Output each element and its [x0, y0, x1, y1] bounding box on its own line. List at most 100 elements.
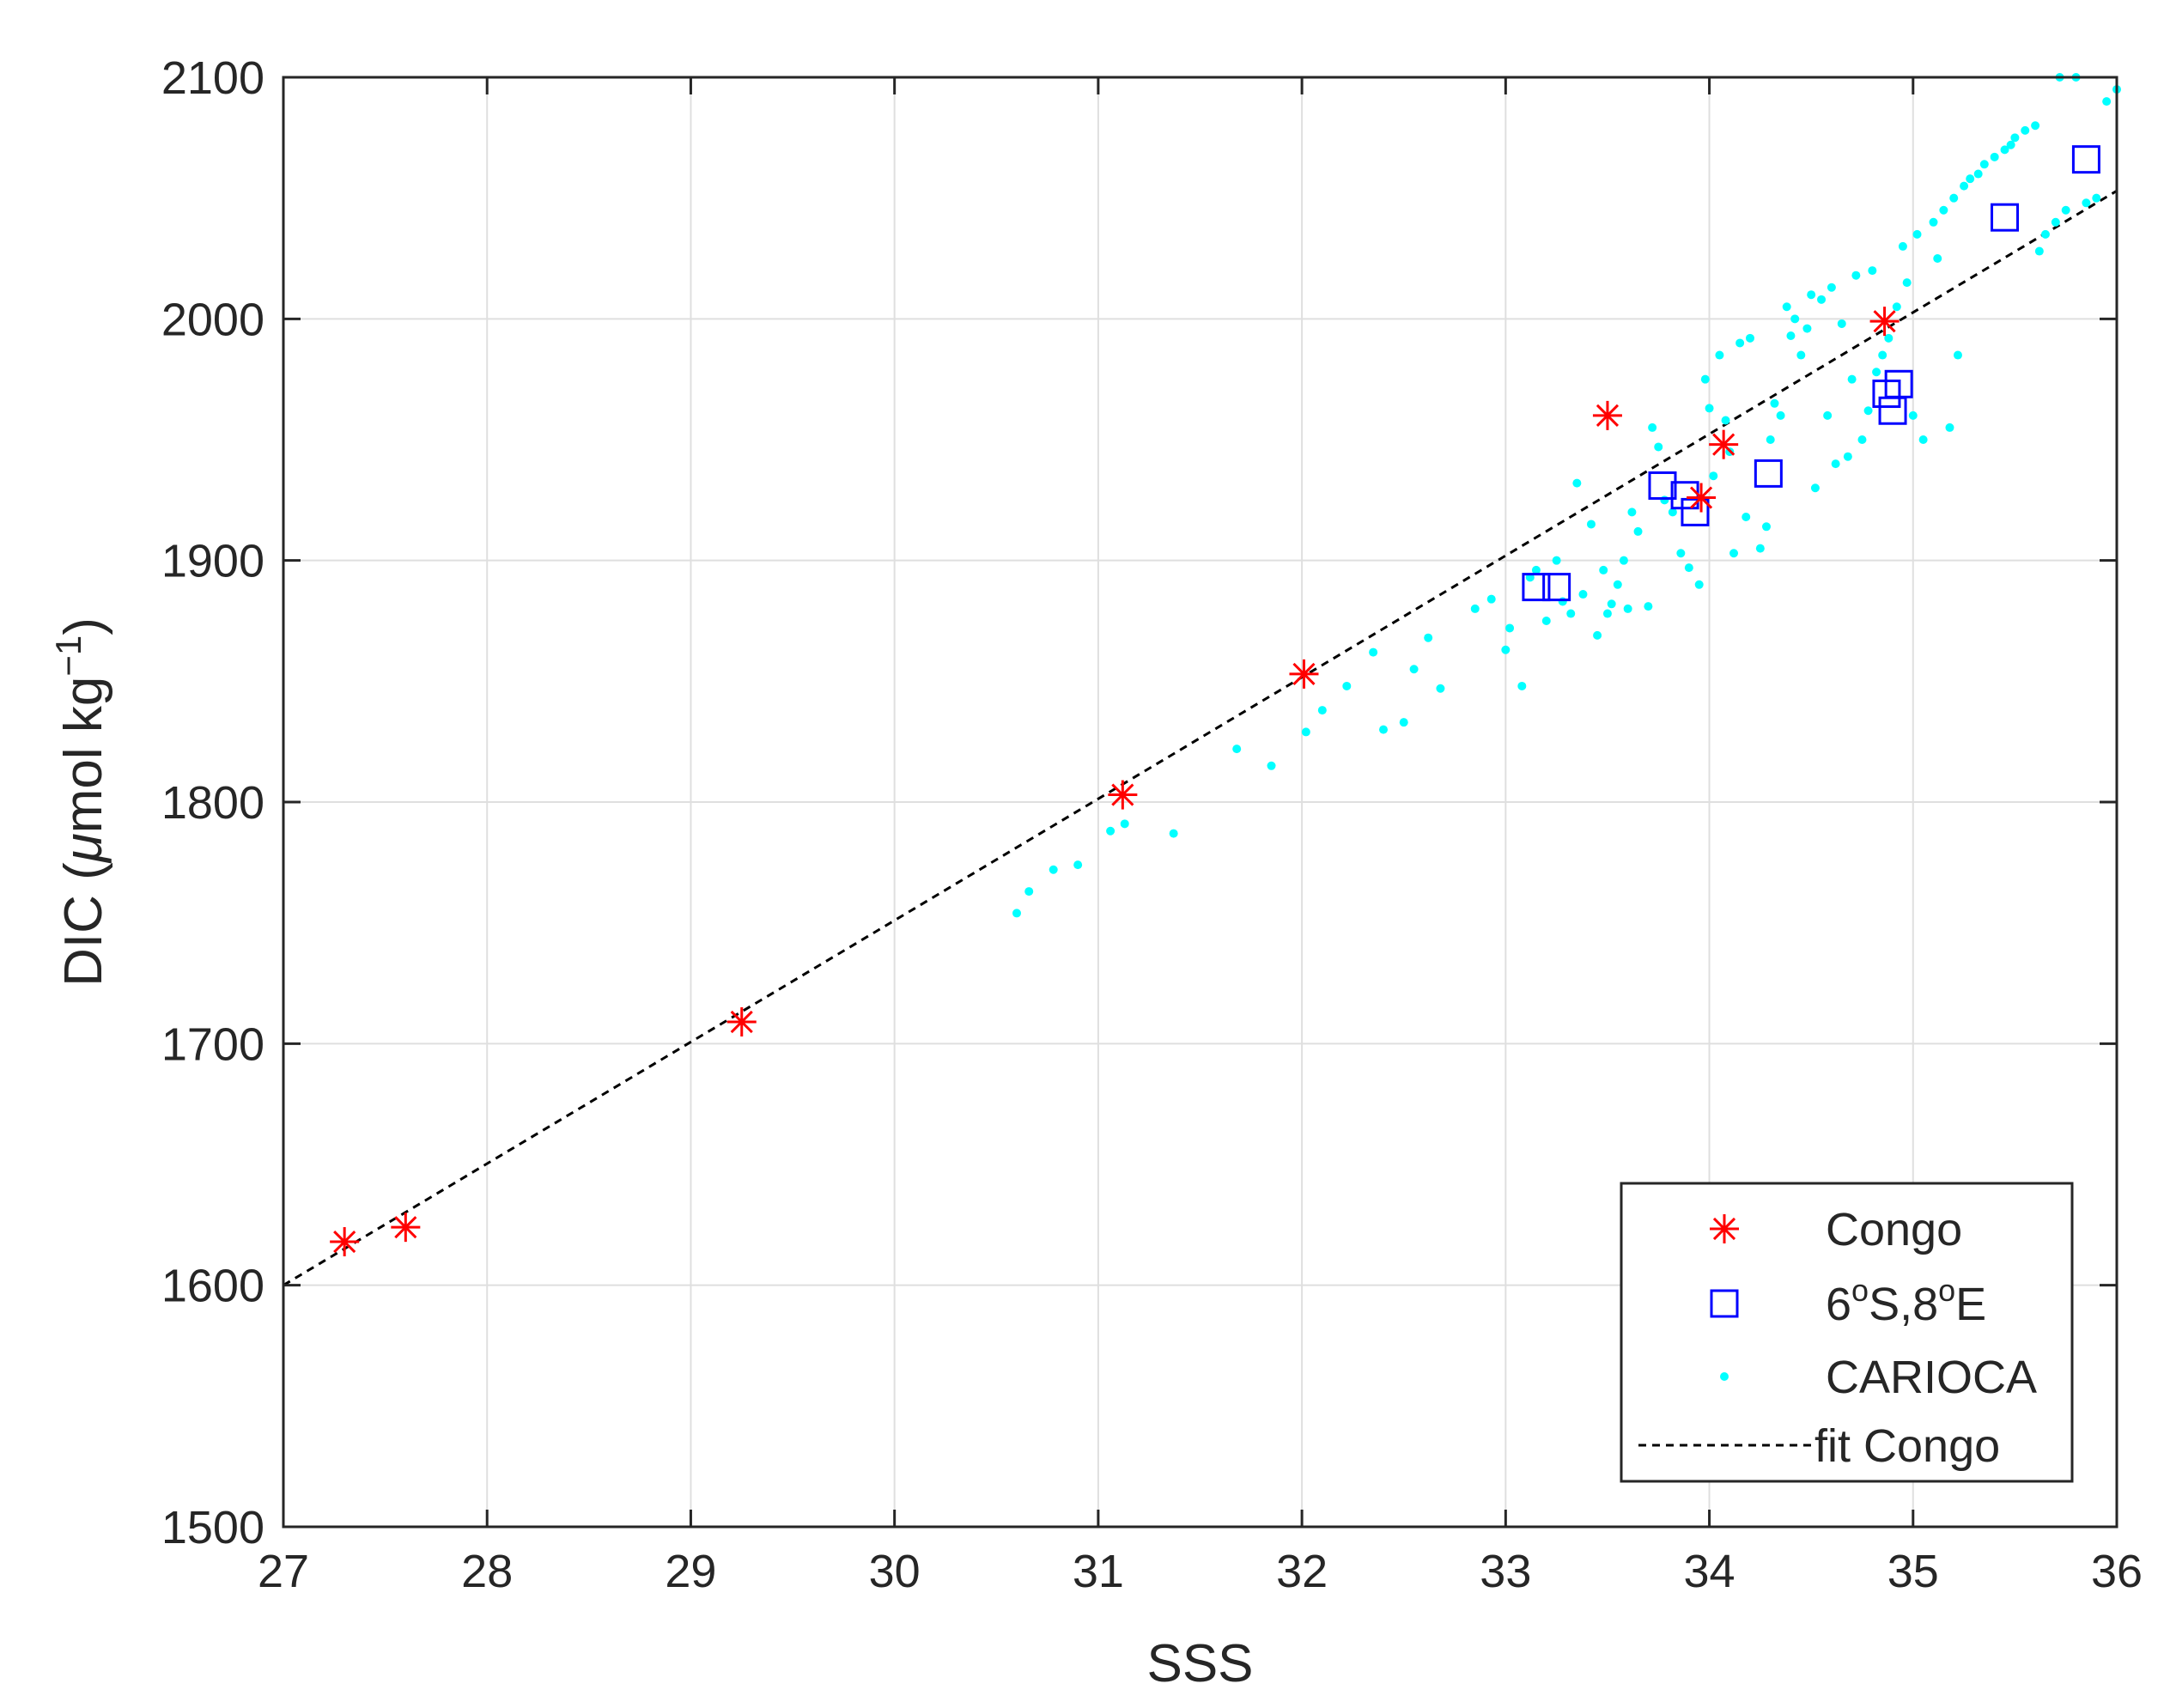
carioca-point: [1721, 416, 1730, 425]
carioca-point: [1949, 193, 1959, 203]
carioca-series: [1012, 73, 2121, 918]
carioca-point: [1908, 410, 1918, 420]
carioca-point: [1857, 435, 1867, 444]
x-tick-label: 35: [1887, 1546, 1939, 1597]
carioca-point: [1933, 254, 1942, 263]
carioca-point: [1668, 508, 1677, 517]
carioca-point: [1648, 422, 1657, 432]
congo-point: [330, 1227, 360, 1257]
station-point: [2071, 145, 2100, 174]
carioca-point: [1810, 483, 1820, 493]
y-tick-label: 2100: [161, 52, 264, 104]
legend-label-carioca: CARIOCA: [1826, 1352, 2037, 1403]
carioca-point: [1578, 590, 1588, 599]
carioca-point: [1782, 302, 1791, 312]
carioca-point: [2040, 229, 2050, 239]
y-axis-label-mu: μ: [54, 833, 113, 864]
carioca-point: [1558, 597, 1567, 606]
carioca-point: [1990, 152, 1999, 161]
congo-point: [1709, 429, 1739, 459]
x-tick-label: 36: [2091, 1546, 2143, 1597]
y-axis-label-unit: mol kg: [54, 677, 113, 834]
carioca-point: [1837, 319, 1846, 328]
carioca-point: [1831, 459, 1840, 469]
legend-label-station: 6oS,8oE: [1826, 1273, 1986, 1330]
carioca-point: [1973, 169, 1983, 179]
congo-point: [1592, 400, 1622, 430]
congo-point: [391, 1213, 421, 1243]
legend-station-degree: o: [1938, 1273, 1955, 1308]
carioca-point: [1960, 181, 1969, 191]
carioca-point: [1770, 398, 1779, 408]
carioca-point: [1623, 604, 1632, 613]
y-tick-label: 2000: [161, 294, 264, 345]
carioca-point: [2031, 121, 2040, 131]
y-tick-label: 1900: [161, 536, 264, 587]
legend-station-part: E: [1955, 1279, 1986, 1330]
carioca-point: [1847, 374, 1857, 384]
carioca-point: [1073, 860, 1083, 870]
x-tick-label: 31: [1073, 1546, 1124, 1597]
carioca-point: [1902, 278, 1912, 288]
carioca-point: [1572, 478, 1582, 488]
legend-box: [1620, 1182, 2074, 1483]
carioca-point: [1694, 580, 1704, 589]
carioca-point: [1586, 520, 1596, 529]
carioca-point: [1424, 633, 1433, 642]
carioca-point: [2021, 125, 2030, 135]
carioca-point: [1633, 526, 1643, 536]
carioca-point: [1729, 549, 1739, 558]
carioca-point: [1684, 563, 1693, 573]
carioca-point: [1267, 761, 1276, 770]
carioca-point: [1700, 374, 1710, 384]
y-axis-label-part: DIC (: [54, 862, 113, 987]
station-point: [1754, 459, 1783, 488]
carioca-point: [1802, 324, 1812, 333]
legend-station-degree: o: [1851, 1273, 1869, 1308]
legend-station-part: S,8: [1869, 1279, 1938, 1330]
x-axis-label: SSS: [1146, 1634, 1253, 1693]
carioca-point: [1012, 909, 1021, 918]
carioca-point: [1232, 745, 1242, 754]
carioca-point: [2061, 205, 2070, 215]
y-axis-label-exponent: −1: [48, 635, 88, 677]
carioca-point: [1644, 602, 1653, 611]
carioca-point: [1966, 174, 1975, 184]
y-tick-label: 1700: [161, 1018, 264, 1070]
carioca-point: [1872, 368, 1881, 377]
carioca-point: [2006, 140, 2015, 149]
carioca-point: [1776, 410, 1785, 420]
carioca-point: [1517, 681, 1527, 690]
carioca-point: [1851, 270, 1861, 280]
legend-marker-congo: [1710, 1214, 1739, 1243]
carioca-point: [1796, 350, 1806, 360]
x-tick-label: 27: [258, 1546, 309, 1597]
carioca-point: [1742, 513, 1751, 522]
carioca-point: [1884, 333, 1893, 343]
carioca-point: [1868, 266, 1877, 276]
y-tick-label: 1500: [161, 1502, 264, 1553]
carioca-point: [1369, 647, 1378, 657]
congo-point: [1869, 307, 1900, 337]
carioca-point: [1807, 290, 1816, 300]
asterisk-stroke: [333, 1230, 356, 1254]
carioca-point: [1317, 706, 1327, 715]
asterisk-stroke: [1689, 486, 1713, 509]
carioca-point: [1106, 826, 1115, 836]
legend-station-part: 6: [1826, 1279, 1851, 1330]
asterisk-stroke: [1111, 783, 1134, 806]
carioca-point: [1379, 725, 1388, 734]
carioca-point: [1627, 508, 1637, 517]
y-axis-label-close: ): [54, 617, 113, 635]
carioca-point: [1619, 556, 1628, 565]
carioca-point: [1755, 544, 1765, 553]
congo-point: [1289, 659, 1319, 689]
station-point: [1542, 573, 1571, 602]
carioca-point: [1929, 217, 1938, 227]
carioca-point: [2000, 145, 2009, 155]
carioca-point: [1709, 471, 1718, 481]
station-point: [1648, 471, 1677, 500]
carioca-point: [2034, 246, 2044, 256]
carioca-point: [1660, 495, 1669, 505]
carioca-point: [1912, 229, 1922, 239]
